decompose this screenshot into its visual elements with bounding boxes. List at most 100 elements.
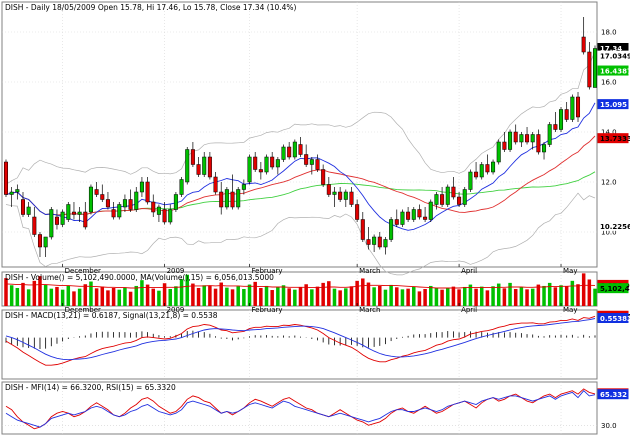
- price-tick-label: 10.0: [601, 229, 617, 237]
- volume-bar-up: [134, 285, 139, 306]
- volume-bar-down: [55, 286, 59, 306]
- candle-up: [139, 181, 144, 193]
- price-badge-label: 17.34: [600, 45, 622, 53]
- volume-bar-down: [581, 273, 586, 306]
- candle-up: [434, 194, 439, 205]
- candle-up: [496, 141, 501, 163]
- volume-bar-up: [434, 287, 439, 306]
- volume-bar-down: [298, 286, 303, 306]
- candle-down: [315, 159, 320, 170]
- volume-bar-down: [378, 285, 382, 306]
- volume-bar-down: [525, 289, 529, 306]
- candle-down: [360, 219, 365, 240]
- candle-up: [491, 161, 496, 173]
- volume-bar-up: [49, 288, 54, 306]
- candle-down: [190, 149, 195, 165]
- volume-bar-down: [440, 289, 444, 306]
- macd-panel-title: DISH - MACD(13,21) = 0.6187, Signal(13,2…: [5, 311, 218, 320]
- volume-bar-up: [570, 280, 575, 306]
- candle-up: [66, 204, 71, 220]
- price-badge: [597, 99, 629, 110]
- candle-down: [287, 146, 292, 158]
- volume-bar-down: [485, 290, 490, 306]
- candle-down: [553, 124, 558, 130]
- candle-down: [298, 144, 303, 155]
- candle-up: [236, 189, 241, 208]
- volume-bar-down: [366, 282, 371, 306]
- month-label: December: [65, 267, 101, 275]
- volume-bar-up: [389, 284, 393, 306]
- candle-up: [570, 96, 575, 120]
- volume-bar-up: [242, 289, 246, 306]
- candle-up: [88, 186, 93, 213]
- volume-bar-down: [287, 288, 291, 306]
- candle-up: [179, 179, 184, 195]
- candle-up: [468, 171, 473, 190]
- candle-down: [230, 191, 235, 208]
- candle-down: [32, 216, 37, 235]
- volume-bar-down: [361, 278, 365, 306]
- macd-line: [5, 315, 596, 366]
- volume-bar-down: [213, 288, 218, 306]
- volume-bar-down: [128, 291, 133, 306]
- candle-up: [281, 146, 286, 160]
- volume-bar-up: [179, 279, 184, 306]
- volume-bar-up: [247, 284, 252, 306]
- candle-down: [105, 199, 110, 208]
- month-label: February: [252, 306, 283, 314]
- price-tick-label: 18.0: [601, 29, 617, 37]
- volume-panel-title: DISH - Volume() = 5,102,490.0000, MA(Vol…: [5, 273, 274, 282]
- sma-mid-line: [5, 135, 596, 216]
- volume-bar-up: [479, 286, 484, 306]
- volume-bar-down: [253, 281, 257, 306]
- volume-bar-up: [185, 274, 189, 306]
- volume-bar-up: [264, 285, 269, 306]
- candle-down: [162, 209, 167, 223]
- volume-bar-up: [66, 285, 71, 306]
- candle-down: [417, 209, 422, 218]
- volume-bar-down: [72, 291, 76, 306]
- volume-bar-up: [174, 286, 178, 306]
- volume-bar-down: [32, 280, 37, 306]
- volume-bar-up: [462, 286, 467, 306]
- candle-up: [185, 149, 190, 183]
- sma-short-line: [5, 102, 596, 231]
- volume-bar-up: [383, 289, 388, 306]
- candle-down: [3, 161, 9, 195]
- candle-up: [247, 156, 252, 183]
- candle-up: [26, 206, 31, 215]
- candle-up: [343, 191, 348, 200]
- volume-bar-down: [219, 282, 223, 306]
- price-badge: [597, 133, 629, 144]
- price-tick-label: 14.0: [601, 129, 617, 137]
- candle-down: [366, 239, 371, 245]
- candle-down: [513, 131, 518, 143]
- volume-bar-down: [208, 285, 212, 306]
- volume-bar-up: [281, 285, 286, 306]
- volume-bar-up: [123, 287, 127, 306]
- candle-up: [592, 48, 598, 88]
- volume-bar-down: [315, 286, 320, 306]
- candle-down: [196, 164, 201, 175]
- candle-down: [83, 211, 88, 228]
- volume-bar-down: [111, 287, 116, 306]
- volume-bar-down: [423, 289, 427, 306]
- candle-up: [547, 124, 552, 145]
- candle-up: [445, 186, 450, 205]
- volume-bar-down: [587, 279, 592, 306]
- candle-down: [587, 51, 592, 88]
- candle-up: [275, 159, 280, 168]
- candle-down: [564, 109, 569, 120]
- volume-bar-down: [474, 288, 478, 306]
- month-label: May: [563, 267, 577, 275]
- price-tick-label: 16.0: [601, 79, 617, 87]
- candle-up: [462, 189, 467, 205]
- volume-bar-down: [83, 284, 88, 306]
- volume-bar-up: [344, 288, 348, 306]
- rsi-line: [5, 390, 596, 428]
- price-badge: [597, 50, 629, 61]
- volume-bar-down: [151, 288, 156, 306]
- volume-bar-down: [536, 284, 541, 306]
- volume-bar-down: [4, 278, 8, 306]
- candle-down: [581, 36, 586, 53]
